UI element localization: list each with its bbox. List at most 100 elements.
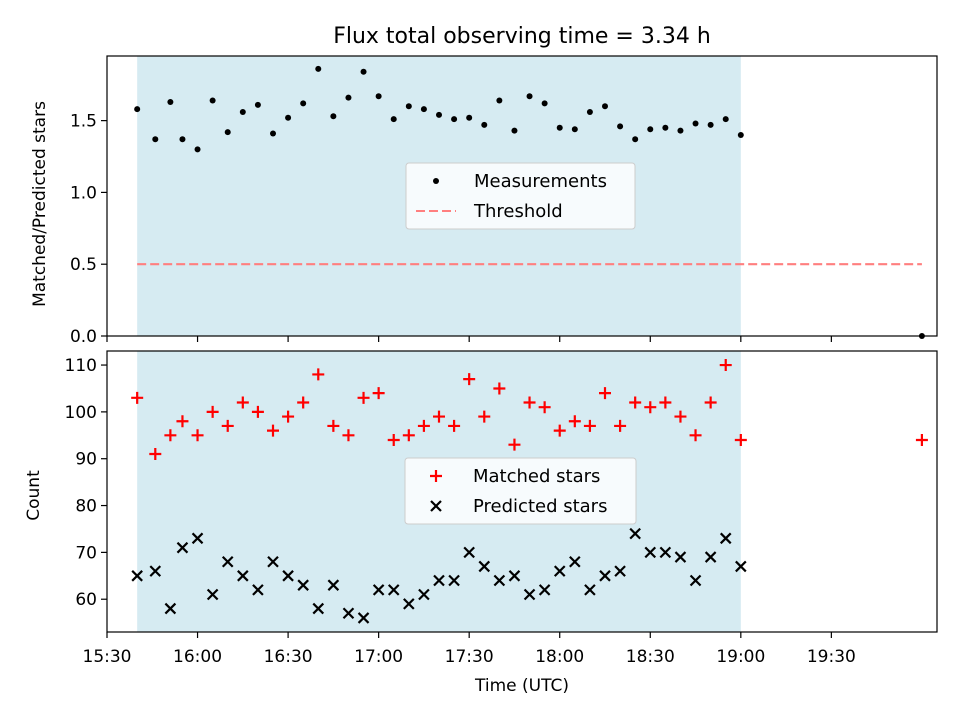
matched-star-point: [463, 373, 476, 386]
predicted-legend-marker: [430, 500, 442, 512]
matched-star-point: [372, 387, 385, 400]
measurement-point: [420, 106, 427, 113]
matched-star-point: [704, 396, 717, 409]
matched-star-point: [583, 419, 596, 432]
measurement-point: [526, 93, 533, 100]
measurement-point: [224, 129, 231, 136]
predicted-legend-label: Predicted stars: [473, 496, 607, 517]
y-tick-label: 1.5: [70, 112, 97, 132]
matched-star-point: [191, 429, 204, 442]
y-tick-label: 90: [75, 450, 97, 470]
y-tick-label: 0.5: [70, 255, 97, 275]
x-tick-label: 15:30: [83, 647, 132, 667]
matched-star-point: [176, 415, 189, 428]
matched-star-point: [149, 448, 162, 461]
predicted-star-point: [418, 588, 430, 601]
ratio-panel: 0.0 0.5 1.0 1.5 Matched/Predicted stars Mea…: [30, 55, 938, 347]
predicted-star-point: [689, 574, 702, 587]
matched-star-point: [538, 401, 551, 414]
matched-star-point: [614, 419, 627, 432]
measurement-point: [511, 127, 518, 134]
predicted-star-point: [176, 541, 189, 554]
measurement-point: [722, 116, 729, 123]
matched-legend-marker: [430, 470, 442, 482]
x-tick-label: 17:30: [445, 647, 494, 667]
measurement-point: [662, 124, 669, 131]
predicted-star-point: [267, 555, 279, 568]
y-tick-label: 80: [75, 497, 97, 517]
matched-star-points: [131, 359, 928, 461]
matched-star-point: [267, 424, 279, 437]
predicted-star-point: [553, 565, 566, 577]
x-tick-label: 16:30: [264, 647, 313, 667]
chart-title: Flux total observing time = 3.34 h: [333, 24, 711, 49]
ratio-legend-box: [405, 162, 636, 230]
matched-star-point: [674, 410, 687, 423]
measurement-point: [617, 123, 624, 130]
predicted-star-point: [584, 584, 596, 596]
measurements-legend-label: Measurements: [474, 171, 607, 192]
matched-star-point: [236, 396, 249, 409]
y-tick-label: 100: [65, 403, 97, 423]
y-tick-label: 60: [75, 590, 97, 610]
matched-star-point: [659, 396, 672, 409]
measurement-point: [481, 121, 488, 128]
matched-star-point: [164, 429, 177, 442]
predicted-star-point: [523, 588, 536, 601]
predicted-star-point: [735, 560, 747, 573]
x-tick-label: 17:00: [354, 647, 403, 667]
measurement-point: [209, 97, 216, 104]
x-tick-label: 16:00: [173, 647, 222, 667]
measurement-point: [285, 114, 292, 121]
predicted-star-point: [237, 570, 249, 582]
matched-star-point: [342, 429, 355, 442]
matched-star-point: [327, 419, 340, 432]
measurement-point: [390, 116, 397, 123]
matched-star-point: [493, 382, 506, 395]
x-tick-label: 18:00: [535, 647, 584, 667]
measurement-point: [270, 130, 276, 137]
predicted-star-point: [282, 570, 294, 582]
measurement-point: [571, 126, 578, 133]
count-y-axis-ticks: 60 70 80 90 100 110: [65, 356, 107, 610]
predicted-star-point: [614, 565, 626, 577]
predicted-star-point: [629, 527, 641, 540]
predicted-star-point: [448, 574, 460, 587]
ratio-legend: Measurements Threshold: [405, 162, 636, 230]
measurement-point: [167, 98, 174, 105]
measurement-points: [134, 65, 925, 339]
matched-star-point: [568, 415, 581, 428]
predicted-star-point: [478, 560, 491, 573]
measurements-legend-marker: [433, 178, 439, 184]
predicted-star-point: [312, 602, 325, 615]
predicted-star-point: [149, 565, 162, 577]
y-tick-label: 110: [65, 356, 97, 376]
matched-star-point: [312, 368, 325, 381]
matched-star-point: [508, 438, 521, 451]
measurement-point: [375, 93, 382, 100]
matched-star-point: [719, 359, 732, 372]
matched-star-point: [251, 405, 264, 418]
matched-star-point: [599, 387, 611, 400]
y-tick-label: 1.0: [70, 183, 97, 203]
predicted-star-point: [538, 584, 551, 596]
matched-star-point: [417, 419, 430, 432]
matched-star-point: [915, 433, 928, 446]
measurement-point: [677, 127, 684, 134]
matched-star-point: [221, 419, 234, 432]
ratio-x-axis-ticks: [106, 336, 832, 342]
measurement-point: [737, 131, 744, 138]
x-tick-label: 18:30: [626, 647, 675, 667]
measurement-point: [586, 109, 593, 115]
measurement-point: [239, 109, 246, 115]
matched-star-point: [629, 396, 642, 409]
matched-star-point: [131, 391, 144, 404]
x-tick-label: 19:00: [716, 647, 765, 667]
predicted-star-point: [252, 584, 264, 596]
time-x-axis-label: Time (UTC): [474, 676, 569, 696]
predicted-star-point: [221, 555, 234, 568]
threshold-legend-label: Threshold: [473, 201, 563, 222]
measurement-point: [451, 116, 458, 123]
matched-star-point: [644, 401, 657, 414]
